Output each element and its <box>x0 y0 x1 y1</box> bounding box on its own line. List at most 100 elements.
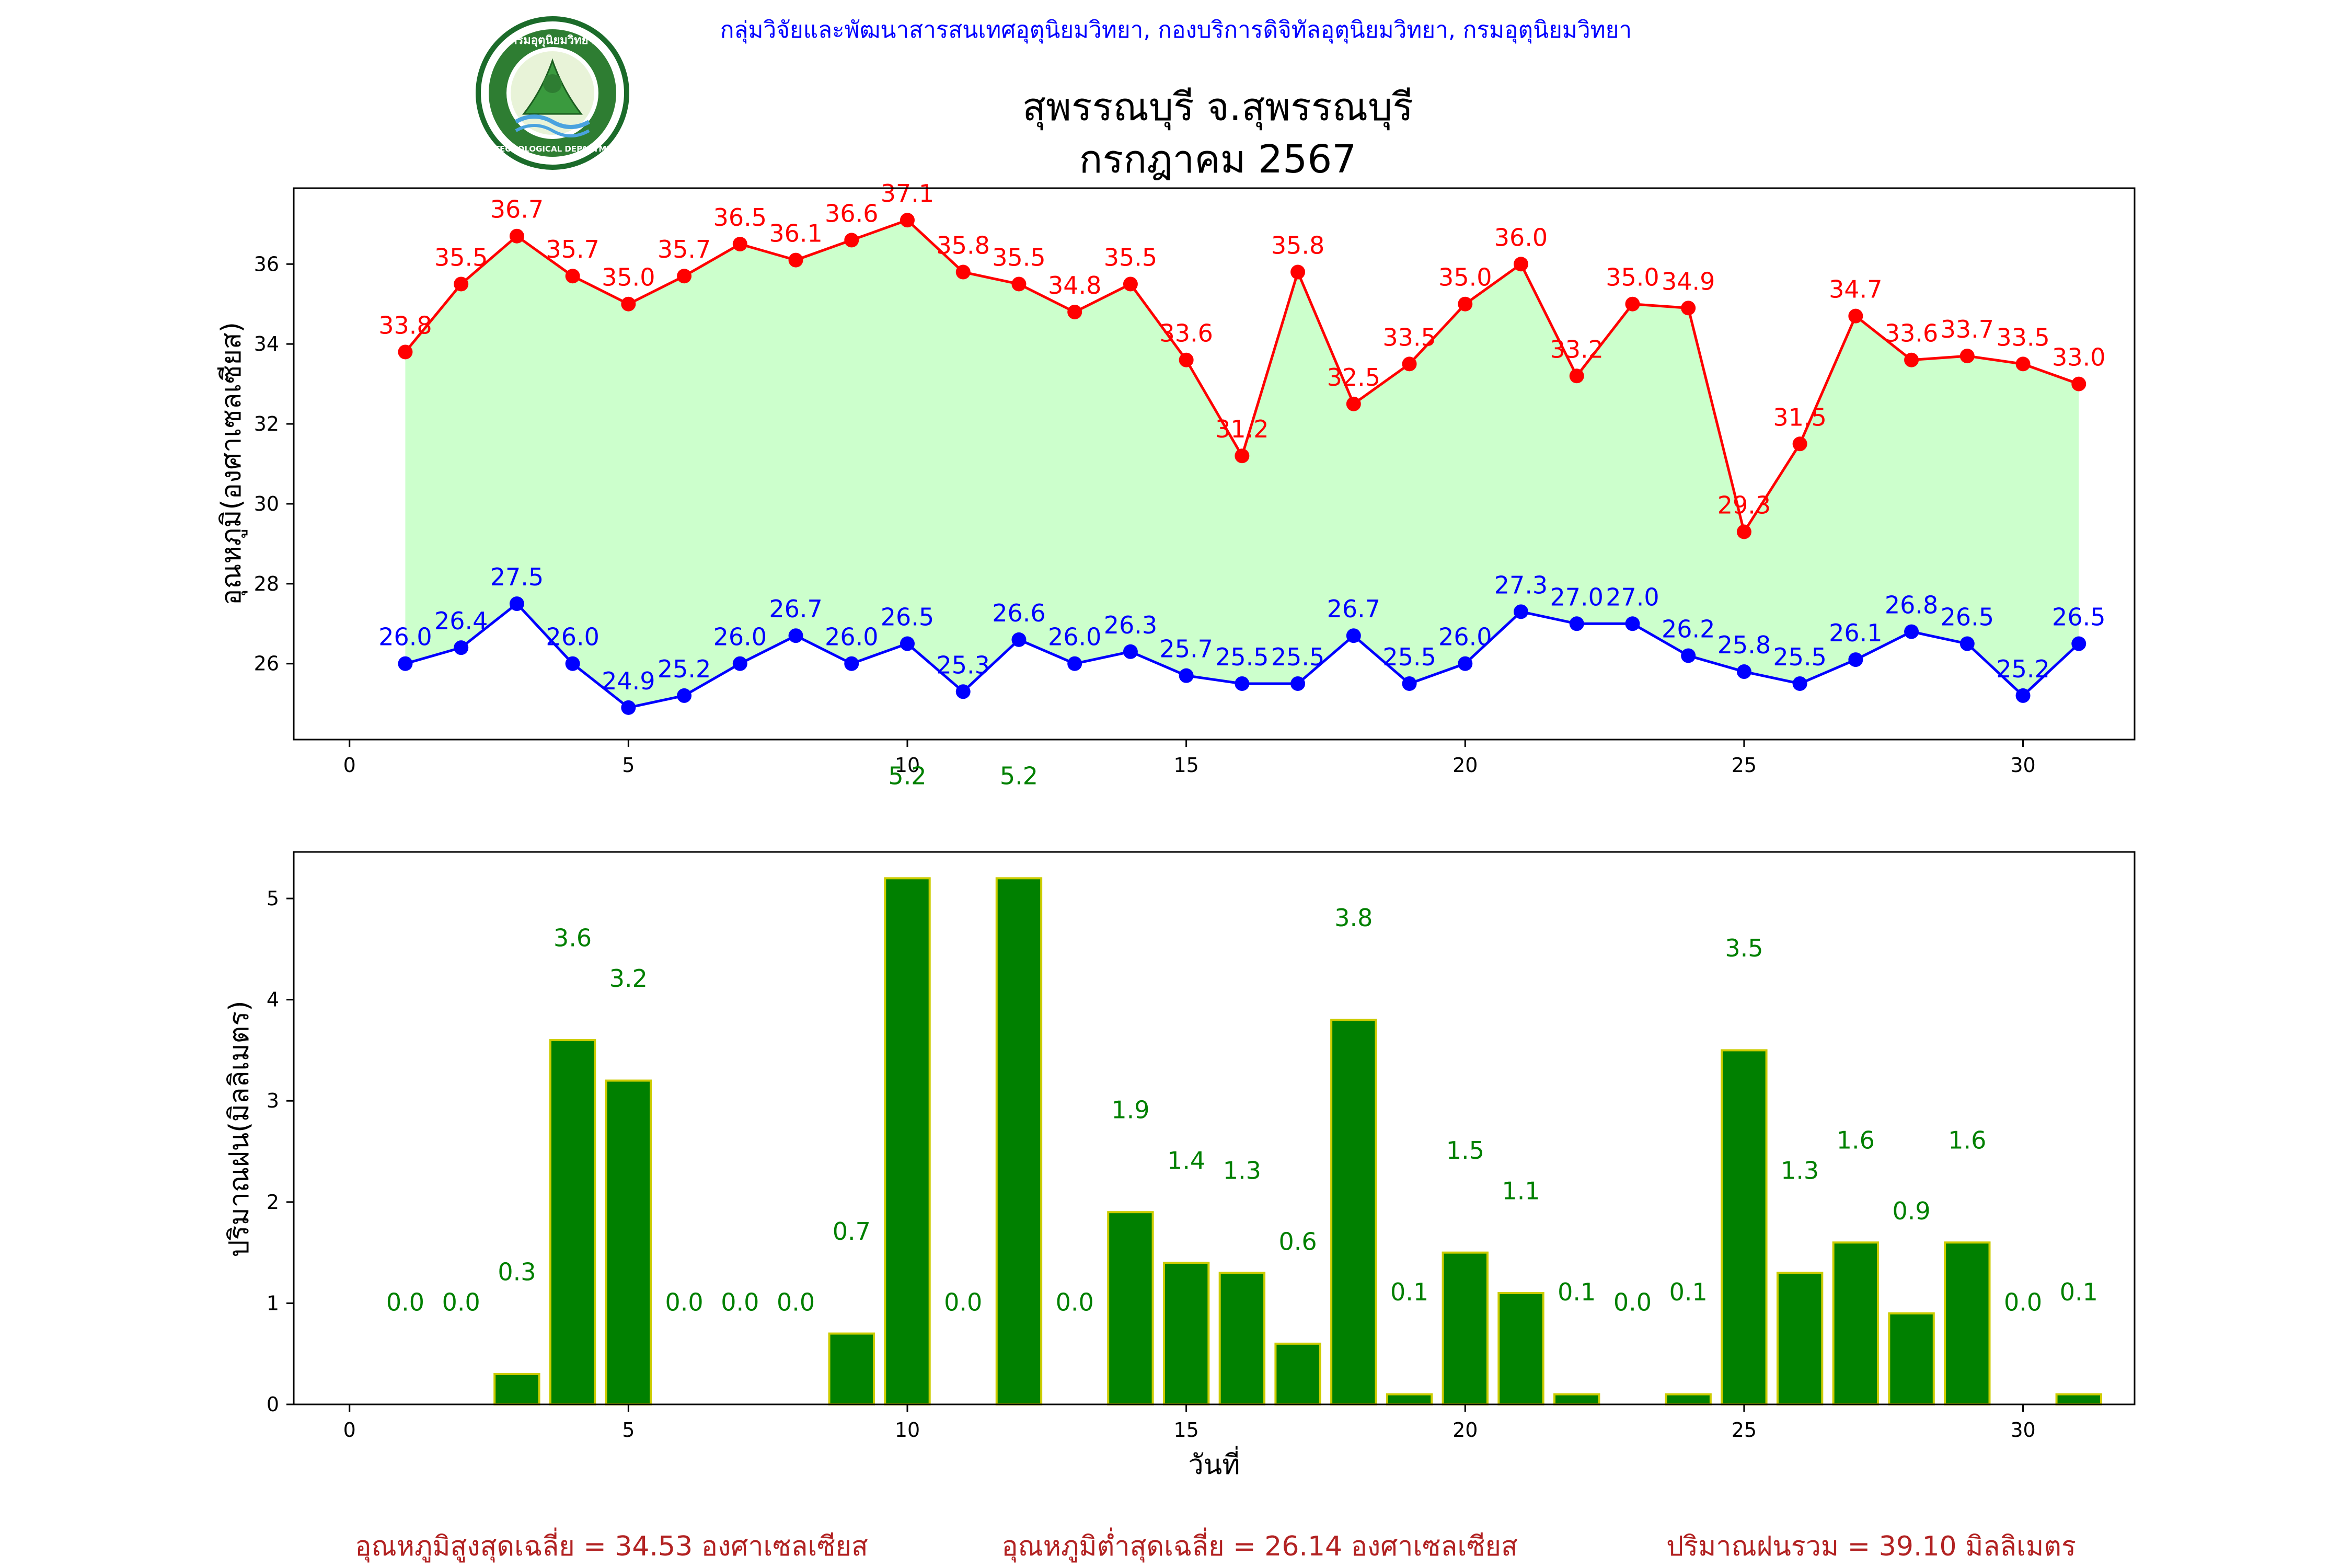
rainfall-value-label: 0.0 <box>1613 1288 1652 1316</box>
rainfall-value-label: 1.5 <box>1446 1136 1484 1165</box>
tmin-point <box>1792 676 1807 691</box>
tmin-point <box>1458 656 1473 671</box>
agency-header: กลุ่มวิจัยและพัฒนาสารสนเทศอุตุนิยมวิทยา,… <box>720 17 1632 44</box>
tmax-point <box>1179 352 1194 367</box>
x-tick-label: 10 <box>895 1419 920 1442</box>
tmin-value-label: 27.0 <box>1550 583 1604 611</box>
tmax-value-label: 31.5 <box>1773 403 1826 431</box>
tmin-point <box>2071 636 2086 651</box>
tmax-value-label: 37.1 <box>881 179 934 207</box>
x-tick-label: 10 <box>895 754 920 777</box>
tmin-value-label: 26.3 <box>1104 611 1157 639</box>
temperature-labels: 33.835.536.735.735.035.736.536.136.637.1… <box>378 179 2105 695</box>
rainfall-bar <box>1832 1241 1880 1405</box>
tmin-point <box>1625 616 1640 631</box>
tmin-value-label: 26.5 <box>1941 603 1994 631</box>
rainfall-value-label: 0.6 <box>1279 1227 1317 1255</box>
tmin-point <box>1123 644 1138 659</box>
rainfall-value-label: 1.3 <box>1781 1157 1819 1185</box>
rainfall-value-label: 3.8 <box>1334 904 1373 932</box>
tmin-value-label: 25.2 <box>1996 655 2049 683</box>
tmax-value-label: 34.9 <box>1662 267 1715 295</box>
tmax-point <box>1402 356 1417 372</box>
rainfall-bar <box>995 877 1043 1406</box>
tmax-point <box>1848 308 1863 324</box>
chart-subtitle: กรกฎาคม 2567 <box>1079 137 1357 182</box>
rainfall-value-label: 1.1 <box>1502 1177 1540 1205</box>
rainfall-bar <box>1107 1211 1154 1405</box>
rainfall-bar <box>1162 1261 1210 1405</box>
tmin-point <box>788 628 803 643</box>
rainfall-value-label: 3.6 <box>554 924 592 952</box>
rainfall-value-label: 0.0 <box>721 1288 759 1316</box>
tmin-point <box>1848 652 1863 667</box>
tmin-value-label: 27.5 <box>490 563 544 591</box>
tmax-value-label: 34.7 <box>1829 275 1882 304</box>
tmax-point <box>398 344 413 360</box>
temperature-x-axis: 0 5 10 15 20 25 30 <box>343 740 2036 777</box>
rainfall-value-label: 1.3 <box>1223 1157 1261 1185</box>
tmin-point <box>844 656 859 671</box>
rainfall-bar <box>1274 1342 1321 1406</box>
x-tick-label: 30 <box>2010 754 2035 777</box>
rainfall-value-label: 0.0 <box>944 1288 982 1316</box>
tmax-point <box>1123 276 1138 292</box>
tmin-value-label: 25.5 <box>1382 643 1436 671</box>
rainfall-value-label: 5.2 <box>1000 762 1038 790</box>
tmax-value-label: 36.0 <box>1494 223 1548 251</box>
tmax-value-label: 36.1 <box>769 220 822 248</box>
tmax-value-label: 33.8 <box>378 311 432 339</box>
tmax-point <box>844 233 859 248</box>
tmin-point <box>1067 656 1082 671</box>
rainfall-bar <box>2055 1393 2102 1406</box>
y-tick-label: 36 <box>254 252 279 275</box>
rainfall-bar <box>1776 1272 1824 1405</box>
tmin-point <box>621 700 636 715</box>
rain-total: ปริมาณฝนรวม = 39.10 มิลลิเมตร <box>1666 1531 2076 1562</box>
y-tick-label: 26 <box>254 652 279 675</box>
tmax-point <box>1904 352 1919 367</box>
tmin-value-label: 25.8 <box>1717 631 1771 659</box>
rainfall-x-label: วันที่ <box>1188 1446 1240 1481</box>
tmax-point <box>509 228 524 244</box>
logo-text-bottom: METEOROLOGICAL DEPARTMENT <box>481 144 625 154</box>
tmin-value-label: 26.7 <box>769 595 822 623</box>
tmax-value-label: 35.8 <box>937 232 990 260</box>
x-tick-label: 20 <box>1452 1419 1478 1442</box>
tmax-point <box>788 252 803 268</box>
tmin-point <box>1235 676 1250 691</box>
rainfall-value-label: 3.2 <box>609 964 648 993</box>
rainfall-bar <box>549 1039 596 1405</box>
rainfall-plot-frame <box>293 851 2136 1405</box>
temperature-plot-frame <box>293 187 2136 741</box>
tmax-point <box>1346 396 1361 411</box>
tmax-value-label: 35.5 <box>992 243 1045 271</box>
rainfall-value-label: 0.1 <box>1558 1278 1596 1306</box>
rainfall-value-label: 5.2 <box>888 762 926 790</box>
tmin-average: อุณหภูมิต่ำสุดเฉลี่ย = 26.14 องศาเซลเซีย… <box>1001 1527 1517 1563</box>
tmin-value-label: 26.0 <box>713 623 767 651</box>
tmin-value-label: 25.2 <box>658 655 711 683</box>
tmax-value-label: 29.3 <box>1717 491 1771 519</box>
rainfall-bar <box>1497 1292 1544 1405</box>
tmax-value-label: 32.5 <box>1327 363 1380 391</box>
rainfall-bar <box>1944 1241 1991 1405</box>
temperature-fill-area <box>405 220 2079 708</box>
rainfall-value-label: 1.6 <box>1948 1126 1986 1155</box>
tmin-point <box>565 656 580 671</box>
tmax-average: อุณหภูมิสูงสุดเฉลี่ย = 34.53 องศาเซลเซีย… <box>355 1527 868 1563</box>
tmax-point <box>1458 296 1473 312</box>
rainfall-bar <box>1386 1393 1433 1406</box>
tmin-value-label: 26.0 <box>1048 623 1101 651</box>
tmin-point <box>1959 636 1975 651</box>
tmin-point <box>1736 664 1751 679</box>
tmax-point <box>732 237 747 252</box>
rainfall-bar <box>1330 1019 1377 1406</box>
rainfall-y-label: ปริมาณฝน(มิลลิเมตร) <box>224 1000 255 1257</box>
y-tick-label: 5 <box>267 887 279 910</box>
tmax-point <box>677 269 692 284</box>
rainfall-value-label: 0.3 <box>498 1258 536 1286</box>
tmax-value-label: 35.5 <box>434 243 488 271</box>
tmin-value-label: 26.0 <box>546 623 599 651</box>
x-tick-label: 0 <box>343 1419 356 1442</box>
